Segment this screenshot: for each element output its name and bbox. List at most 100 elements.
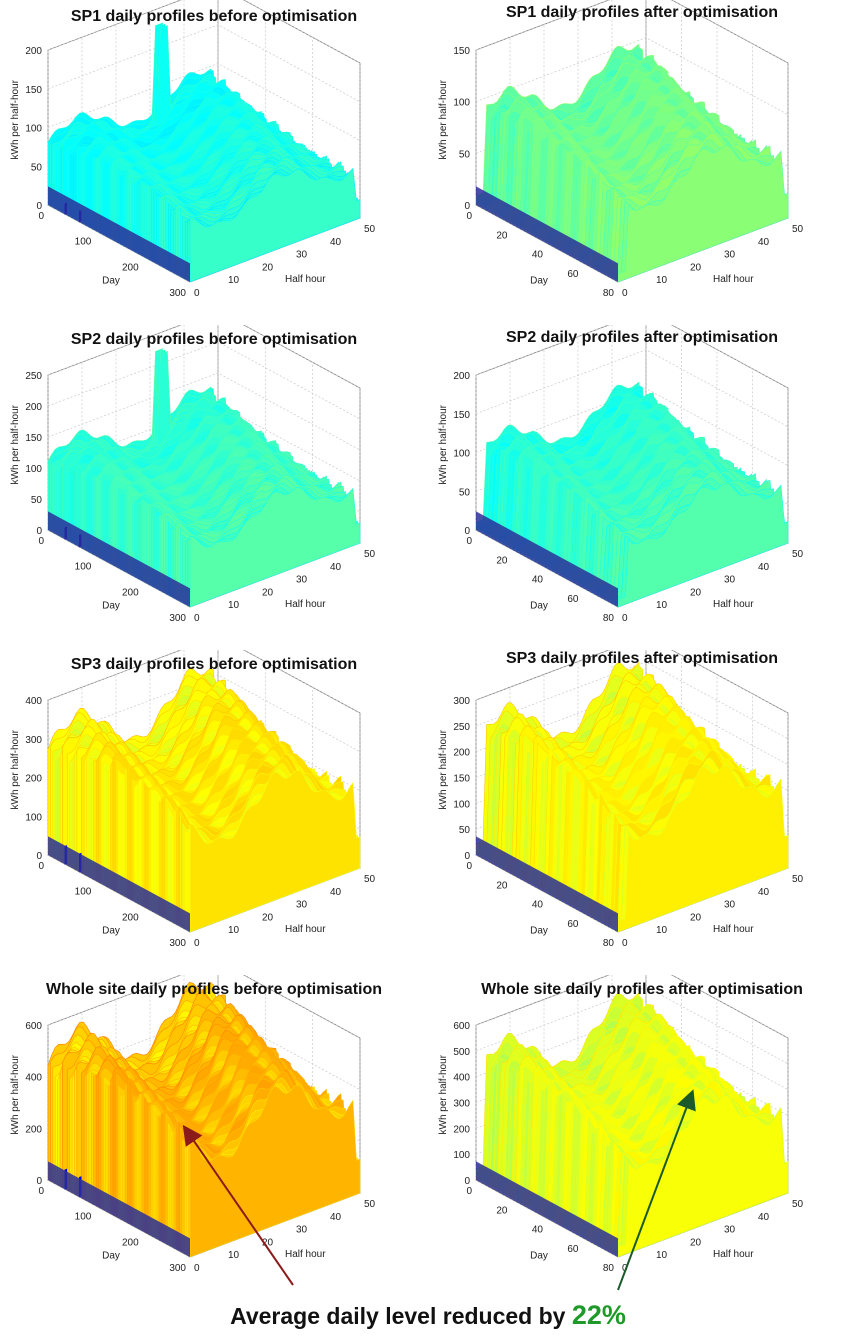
chart-sp1-before: 0 50 100 150 200 0 100 200 300 0 10 20 30 40 50 Day Half… — [0, 0, 428, 325]
z-tick-label: 150 — [453, 46, 470, 57]
x-tick-label: 80 — [603, 288, 615, 299]
x-tick-label: 0 — [466, 1186, 472, 1197]
y-tick-label: 30 — [296, 900, 308, 911]
x-tick-label: 20 — [496, 555, 508, 566]
z-tick-label: 400 — [25, 1073, 42, 1084]
x-tick-label: 100 — [75, 1212, 92, 1223]
y-tick-label: 30 — [724, 250, 736, 261]
x-axis-label: Day — [102, 925, 120, 936]
z-gridline — [475, 650, 789, 714]
z-tick-label: 0 — [464, 526, 470, 537]
x-tick-label: 60 — [567, 1244, 579, 1255]
z-tick-label: 400 — [25, 696, 42, 707]
surface-base — [476, 1161, 618, 1257]
x-tick-label: 100 — [75, 887, 92, 898]
y-tick-label: 50 — [792, 549, 804, 560]
x-axis-label: Day — [102, 600, 120, 611]
z-tick-label: 0 — [36, 1176, 42, 1187]
z-tick-label: 0 — [464, 851, 470, 862]
z-tick-label: 0 — [36, 526, 42, 537]
z-tick-label: 400 — [453, 1073, 470, 1084]
x-tick-label: 20 — [496, 1205, 508, 1216]
y-tick-label: 50 — [792, 224, 804, 235]
y-tick-label: 10 — [228, 925, 240, 936]
y-tick-label: 0 — [194, 613, 200, 624]
z-tick-label: 100 — [25, 464, 42, 475]
caption-text: Average daily level reduced by — [230, 1303, 566, 1329]
x-tick-label: 40 — [532, 1225, 544, 1236]
z-gridline — [475, 975, 789, 1039]
x-tick-label: 0 — [466, 211, 472, 222]
y-tick-label: 0 — [622, 288, 628, 299]
summary-caption: Average daily level reduced by 22% — [0, 1300, 856, 1331]
x-tick-label: 80 — [603, 1263, 615, 1274]
z-tick-label: 50 — [459, 825, 471, 836]
z-gridline — [475, 0, 789, 64]
chart-sp3-before: 0 100 200 300 400 0 100 200 300 0 10 20 30 40 50 Day Hal… — [0, 650, 428, 975]
x-axis-label: Day — [530, 275, 548, 286]
y-tick-label: 20 — [262, 1237, 274, 1248]
y-tick-label: 40 — [758, 1212, 770, 1223]
x-axis-label: Day — [102, 1250, 120, 1261]
z-gridline — [47, 975, 361, 1039]
z-tick-label: 50 — [459, 149, 471, 160]
z-tick-label: 200 — [453, 371, 470, 382]
y-tick-label: 10 — [656, 1250, 668, 1261]
x-tick-label: 60 — [567, 919, 579, 930]
z-tick-label: 250 — [25, 371, 42, 382]
x-tick-label: 300 — [169, 288, 186, 299]
z-axis-label: kWh per half-hour — [438, 404, 449, 484]
z-tick-label: 150 — [25, 433, 42, 444]
chart-title: Whole site daily profiles after optimisa… — [481, 981, 803, 998]
x-tick-label: 0 — [38, 861, 44, 872]
x-tick-label: 40 — [532, 900, 544, 911]
y-tick-label: 20 — [690, 262, 702, 273]
x-tick-label: 60 — [567, 269, 579, 280]
y-tick-label: 0 — [194, 288, 200, 299]
z-tick-label: 200 — [25, 46, 42, 57]
z-tick-label: 200 — [25, 402, 42, 413]
z-tick-label: 150 — [25, 85, 42, 96]
y-tick-label: 0 — [622, 613, 628, 624]
z-tick-label: 100 — [453, 799, 470, 810]
x-tick-label: 100 — [75, 562, 92, 573]
surface-base — [48, 511, 190, 607]
z-tick-label: 300 — [453, 1099, 470, 1110]
caption-percent: 22% — [571, 1300, 626, 1330]
chart-sp2-after: 0 50 100 150 200 0 20 40 60 80 0 10 20 30 40 50 Day Half … — [428, 325, 856, 650]
x-tick-label: 200 — [122, 912, 139, 923]
y-tick-label: 50 — [364, 549, 376, 560]
y-tick-label: 40 — [758, 887, 770, 898]
surface-base — [476, 511, 618, 607]
surface-base — [48, 1161, 190, 1257]
z-tick-label: 0 — [464, 201, 470, 212]
z-axis-label: kWh per half-hour — [10, 79, 21, 159]
x-axis-label: Day — [530, 925, 548, 936]
z-tick-label: 0 — [36, 851, 42, 862]
surface-strip — [189, 487, 361, 608]
z-axis-label: kWh per half-hour — [438, 729, 449, 809]
surface-plot: 0 100 200 300 400 500 600 0 20 40 60 80 0 10 20 30 40 50 D… — [438, 975, 804, 1274]
x-tick-label: 0 — [38, 211, 44, 222]
z-tick-label: 600 — [453, 1021, 470, 1032]
x-tick-label: 0 — [38, 536, 44, 547]
x-tick-label: 100 — [75, 237, 92, 248]
y-tick-label: 20 — [262, 587, 274, 598]
z-tick-label: 50 — [31, 495, 43, 506]
y-tick-label: 20 — [690, 912, 702, 923]
z-tick-label: 150 — [453, 774, 470, 785]
z-tick-label: 100 — [25, 124, 42, 135]
x-tick-label: 20 — [496, 230, 508, 241]
surface-strip — [617, 764, 789, 933]
surface-strip — [189, 167, 361, 283]
surface-strip — [617, 482, 789, 608]
chart-title: SP1 daily profiles before optimisation — [70, 8, 358, 25]
x-tick-label: 20 — [496, 880, 508, 891]
y-axis-label: Half hour — [285, 274, 326, 285]
z-gridline — [47, 650, 361, 714]
y-tick-label: 40 — [758, 562, 770, 573]
x-tick-label: 40 — [532, 575, 544, 586]
y-tick-label: 50 — [364, 224, 376, 235]
y-axis-label: Half hour — [285, 924, 326, 935]
chart-title: SP3 daily profiles before optimisation — [70, 656, 358, 673]
